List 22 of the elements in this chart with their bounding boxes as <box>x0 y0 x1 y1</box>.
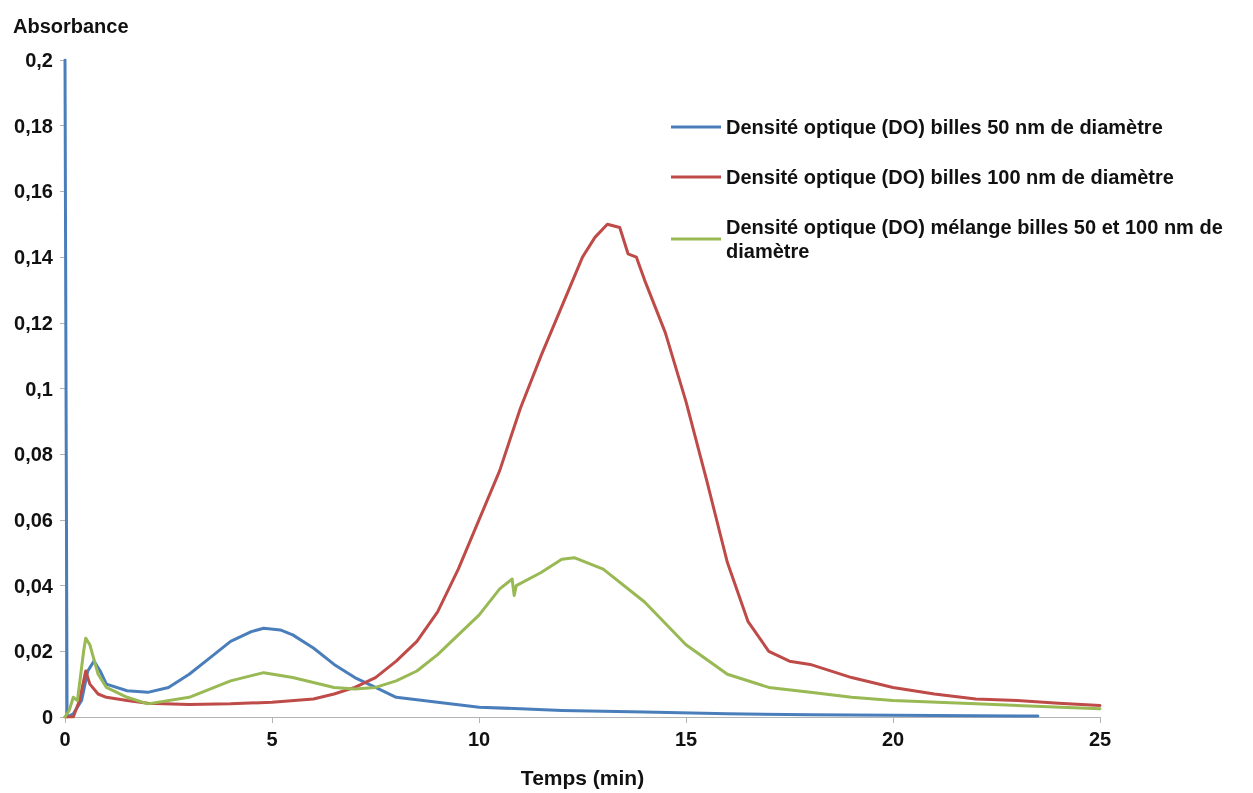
y-tick-label: 0 <box>41 706 53 728</box>
y-tick-label: 0,16 <box>14 180 53 203</box>
y-tick-label: 0,12 <box>14 311 53 334</box>
legend-label: Densité optique (DO) billes 50 nm de diamètre <box>726 116 1163 138</box>
y-tick-label: 0,2 <box>25 49 53 71</box>
x-tick-label: 10 <box>467 728 491 750</box>
legend-label: Densité optique (DO) mélange billes 50 et 100 nm de diamètre <box>726 216 1229 262</box>
x-axis-title: Temps (min) <box>520 766 645 789</box>
x-tick-label: 20 <box>881 728 905 750</box>
x-tick-label: 25 <box>1088 728 1112 750</box>
y-tick-label: 0,14 <box>14 246 54 269</box>
x-tick-label: 0 <box>59 728 71 750</box>
y-tick-label: 0,18 <box>14 114 53 137</box>
y-tick-label: 0,04 <box>14 574 54 597</box>
y-tick-label: 0,02 <box>14 640 53 663</box>
x-tick-label: 5 <box>266 728 278 750</box>
y-tick-label: 0,1 <box>25 377 53 400</box>
y-axis-title: Absorbance <box>13 15 129 37</box>
y-tick-label: 0,06 <box>14 508 53 531</box>
legend-label: Densité optique (DO) billes 100 nm de diamètre <box>726 166 1174 188</box>
y-tick-label: 0,08 <box>14 443 53 466</box>
x-tick-label: 15 <box>674 728 698 750</box>
